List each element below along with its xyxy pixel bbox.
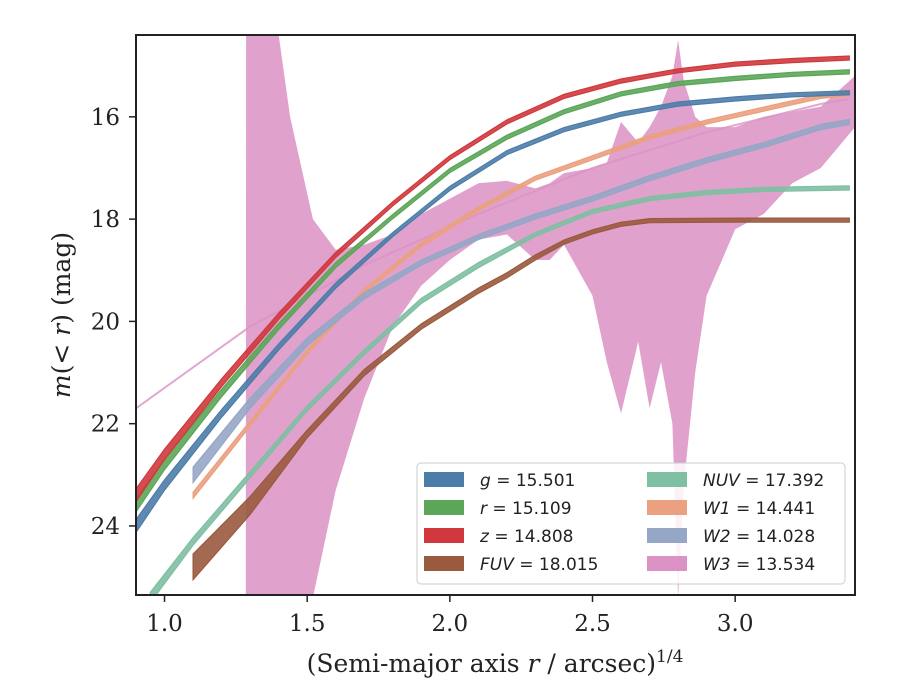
legend-swatch [647,528,687,543]
y-axis-label: m(< r) (mag) [47,232,76,398]
x-axis: 1.0 1.5 2.0 2.5 3.0 [146,595,753,637]
x-tick-label: 1.0 [146,611,183,637]
band-z [136,55,850,503]
x-tick-label: 2.0 [432,611,469,637]
legend-label: g = 15.501 [480,471,575,491]
legend-item-r: r = 15.109 [424,499,572,519]
series-FUV [192,217,850,582]
y-tick-label: 18 [91,207,120,233]
line-W3 [136,97,850,410]
legend-swatch [424,528,464,543]
y-tick-label: 22 [91,412,120,438]
legend-label: z = 14.808 [479,527,573,547]
legend-item-W2: W2 = 14.028 [647,527,815,547]
series-W2 [192,118,850,485]
legend-item-FUV: FUV = 18.015 [424,555,598,575]
legend-swatch [424,472,464,487]
legend-swatch [424,556,464,571]
y-tick-label: 24 [91,514,120,540]
series-layer [136,35,855,595]
legend-label: FUV = 18.015 [480,555,598,575]
legend-swatch [647,500,687,515]
series-r [136,69,850,513]
legend-frame [416,462,846,585]
y-axis: 16 18 20 22 24 [91,105,136,540]
legend-item-W3: W3 = 13.534 [647,555,815,575]
legend-label: r = 15.109 [480,499,572,519]
y-tick-label: 16 [91,105,120,131]
legend-label: NUV = 17.392 [703,471,824,491]
y-tick-label: 20 [91,309,120,335]
series-g [136,90,850,534]
band-W3 [245,35,855,595]
band-r [136,69,850,513]
series-z [136,55,850,503]
legend-item-NUV: NUV = 17.392 [647,471,824,491]
legend-swatch [647,472,687,487]
legend-label: W2 = 14.028 [703,527,815,547]
x-axis-label: (Semi-major axis r / arcsec)1/4 [307,647,684,678]
x-tick-label: 1.5 [289,611,326,637]
legend-label: W3 = 13.534 [703,555,815,575]
band-FUV [192,217,850,582]
x-tick-label: 2.5 [574,611,611,637]
band-g [136,90,850,534]
legend-item-z: z = 14.808 [424,527,573,547]
plot-frame [135,34,856,596]
legend-label: W1 = 14.441 [703,499,815,519]
series-NUV [149,185,850,595]
legend-swatch [647,556,687,571]
band-W1 [192,91,850,501]
x-tick-label: 3.0 [717,611,754,637]
series-W3 [136,35,855,595]
legend: g = 15.501 r = 15.109 z = 14.808 FUV = 18.0… [416,462,846,585]
band-NUV [149,185,850,595]
legend-item-g: g = 15.501 [424,471,575,491]
legend-item-W1: W1 = 14.441 [647,499,815,519]
series-W1 [192,91,850,501]
legend-swatch [424,500,464,515]
band-W2 [192,118,850,485]
